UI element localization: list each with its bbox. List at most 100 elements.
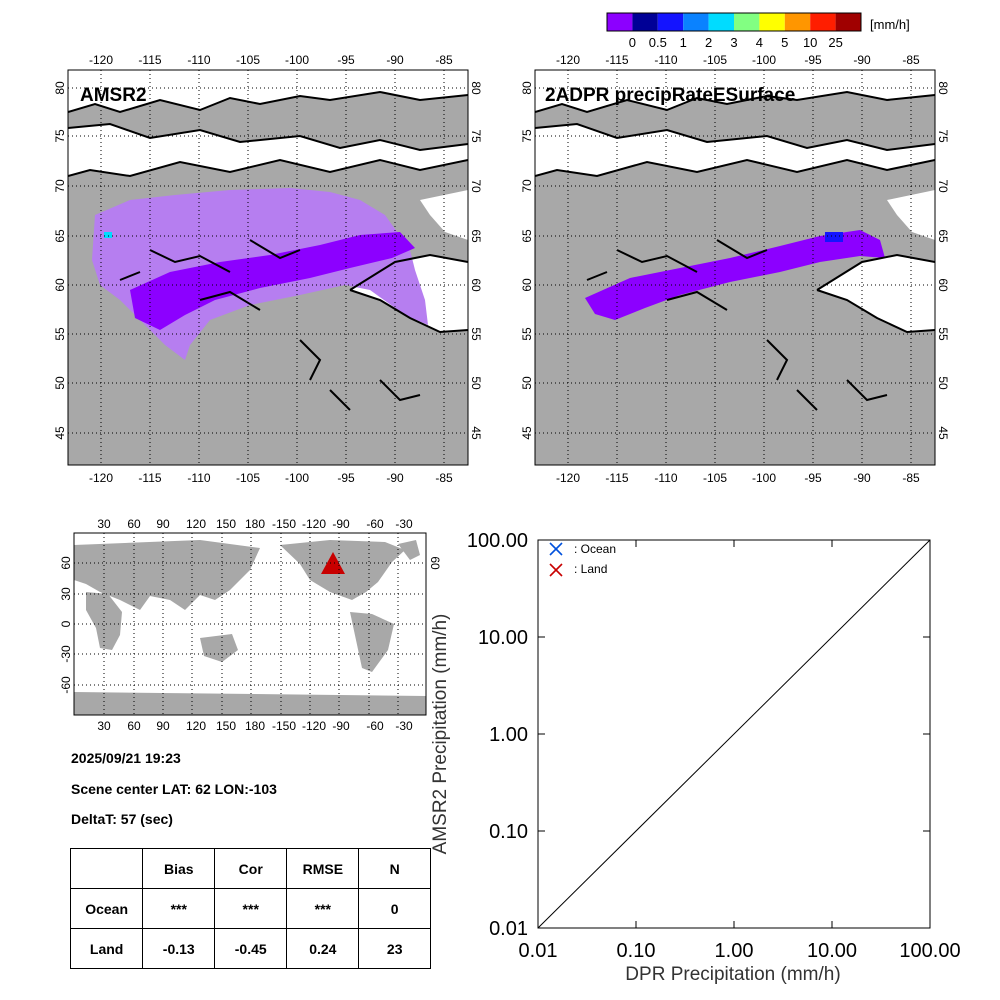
colorbar-swatch: [784, 13, 811, 31]
svg-text:120: 120: [186, 719, 206, 733]
colorbar-border: [606, 12, 862, 32]
svg-text:30: 30: [97, 517, 111, 531]
y-tick-label: 0.01: [489, 918, 528, 940]
table-header-cell: RMSE: [286, 848, 360, 889]
table-header-cell: [69, 848, 144, 889]
svg-text:30: 30: [97, 719, 111, 733]
svg-text:80: 80: [520, 81, 534, 95]
svg-text:150: 150: [216, 719, 236, 733]
svg-text:-120: -120: [556, 53, 580, 67]
svg-text:80: 80: [469, 81, 483, 95]
svg-text:80: 80: [936, 81, 950, 95]
legend-land-x: [549, 563, 563, 577]
colorbar-swatch: [759, 13, 785, 31]
svg-text:-60: -60: [366, 719, 384, 733]
svg-text:55: 55: [520, 327, 534, 341]
table-cell: 0: [358, 888, 431, 929]
svg-text:-100: -100: [752, 53, 776, 67]
svg-text:55: 55: [53, 327, 67, 341]
svg-text:-115: -115: [605, 53, 628, 67]
svg-text:75: 75: [53, 129, 67, 143]
axis-ticks: [537, 539, 931, 929]
colorbar-label: 2: [705, 35, 712, 50]
x-axis-label: DPR Precipitation (mm/h): [625, 964, 840, 985]
svg-text:-95: -95: [337, 471, 355, 485]
svg-text:50: 50: [936, 376, 950, 390]
svg-text:50: 50: [53, 376, 67, 390]
legend-ocean-label: : Ocean: [574, 542, 616, 556]
colorbar-label: 3: [730, 35, 737, 50]
svg-text:-105: -105: [703, 471, 727, 485]
svg-text:45: 45: [53, 426, 67, 440]
globe-bottom-ticks: 30 60 90 120 150 180 -150 -120 -90 -60 -30: [97, 719, 413, 733]
svg-text:-110: -110: [187, 53, 210, 67]
svg-text:80: 80: [53, 81, 67, 95]
arctic-channels: [68, 124, 468, 176]
x-tick-label: 10.00: [807, 940, 857, 962]
precip-spot: [825, 232, 843, 242]
svg-text:50: 50: [520, 376, 534, 390]
svg-text:-95: -95: [804, 471, 822, 485]
precip-spot: [104, 232, 112, 238]
colorbar-label: 1: [680, 35, 687, 50]
svg-text:-90: -90: [386, 53, 404, 67]
lon-ticks-top: -120 -115 -110 -105 -100 -95 -90 -85: [89, 53, 453, 67]
lat-ticks-left: 80 75 70 65 60 55 50 45: [520, 81, 534, 440]
svg-text:75: 75: [520, 129, 534, 143]
svg-text:60: 60: [127, 517, 141, 531]
svg-text:-85: -85: [435, 471, 453, 485]
colorbar-swatch: [607, 13, 633, 31]
svg-text:-120: -120: [302, 517, 326, 531]
svg-text:65: 65: [936, 229, 950, 243]
svg-text:-120: -120: [89, 471, 113, 485]
map-amsr2: AMSR2 -120 -115 -110 -105 -100 -95 -90 -85 -…: [53, 53, 483, 485]
x-tick-label: 0.01: [519, 940, 558, 962]
svg-text:30: 30: [59, 587, 73, 601]
svg-text:-115: -115: [138, 471, 161, 485]
x-tick-label: 0.10: [617, 940, 656, 962]
svg-text:-110: -110: [187, 471, 210, 485]
svg-text:180: 180: [245, 517, 265, 531]
map-dpr: 2ADPR precipRateESurface -120 -115 -110 -1…: [520, 53, 950, 485]
delta-t-label: DeltaT: 57 (sec): [71, 811, 173, 827]
x-tick-label: 1.00: [715, 940, 754, 962]
svg-text:0: 0: [59, 620, 73, 627]
globe-right-tick: 60: [428, 556, 442, 570]
lon-ticks-bottom: -120 -115 -110 -105 -100 -95 -90 -85: [556, 471, 920, 485]
precip-medium: [130, 232, 415, 330]
svg-text:65: 65: [469, 229, 483, 243]
colorbar-swatch: [632, 13, 658, 31]
scene-location-marker: [321, 552, 345, 574]
svg-text:-95: -95: [804, 53, 822, 67]
map-frame: [67, 69, 469, 466]
map-title: 2ADPR precipRateESurface: [545, 85, 795, 106]
svg-text:-90: -90: [332, 517, 350, 531]
hudson-bay: [817, 255, 935, 332]
svg-text:-85: -85: [435, 53, 453, 67]
svg-text:70: 70: [469, 179, 483, 193]
colorbar-labels: 0 0.5 1 2 3 4 5 10 25: [629, 35, 843, 50]
svg-text:-120: -120: [89, 53, 113, 67]
legend-ocean-x: [549, 542, 563, 556]
table-cell: 23: [358, 928, 431, 969]
colorbar-swatch: [657, 13, 684, 31]
svg-text:75: 75: [469, 129, 483, 143]
svg-text:-115: -115: [605, 471, 628, 485]
legend-land-x: [549, 563, 563, 577]
table-header-cell: N: [358, 848, 431, 889]
svg-text:60: 60: [53, 278, 67, 292]
svg-text:-95: -95: [337, 53, 355, 67]
colorbar-unit: [mm/h]: [870, 17, 910, 32]
svg-text:-85: -85: [902, 471, 920, 485]
y-tick-label: 100.00: [467, 530, 528, 552]
coastlines: [535, 90, 935, 411]
globe-top-ticks: 30 60 90 120 150 180 -150 -120 -90 -60 -30: [97, 517, 413, 531]
svg-text:-30: -30: [59, 645, 73, 663]
colorbar-swatch: [835, 13, 861, 31]
svg-text:-90: -90: [332, 719, 350, 733]
globe-frame: [73, 532, 427, 716]
lat-ticks-right: 80 75 70 65 60 55 50 45: [469, 81, 483, 440]
svg-text:60: 60: [127, 719, 141, 733]
colorbar-label: 0.5: [649, 35, 667, 50]
